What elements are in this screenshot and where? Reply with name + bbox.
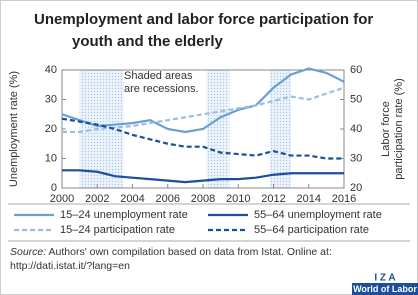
- logo-subtitle: World of Labor: [353, 284, 417, 294]
- x-tick-label: 2000: [50, 193, 74, 205]
- x-tick-label: 2006: [156, 193, 180, 205]
- x-tick-label: 2012: [261, 193, 285, 205]
- y2-tick-label: 40: [350, 123, 362, 135]
- y2-axis-label: Labor force: [380, 101, 392, 157]
- x-tick-label: 2010: [226, 193, 250, 205]
- annotation: are recessions.: [124, 83, 199, 95]
- x-tick-label: 2014: [297, 193, 321, 205]
- x-tick-label: 2016: [332, 193, 356, 205]
- source-text: Authors' own compilation based on data f…: [49, 246, 332, 258]
- source-text: http://dati.istat.it/?lang=en: [10, 260, 130, 272]
- source-label: Source:: [10, 246, 46, 258]
- x-tick-label: 2004: [120, 193, 144, 205]
- y2-tick-label: 20: [350, 182, 362, 194]
- recession-band: [206, 70, 230, 188]
- annotation: Shaded areas: [124, 70, 193, 82]
- recession-band: [79, 70, 124, 188]
- legend-label: 15–24 unemployment rate: [60, 209, 188, 221]
- y-tick-label: 0: [51, 182, 57, 194]
- y-axis-label: Unemployment rate (%): [8, 71, 20, 187]
- y2-tick-label: 30: [350, 152, 362, 164]
- y-tick-label: 40: [45, 64, 57, 76]
- x-tick-label: 2008: [191, 193, 215, 205]
- series-line: [62, 169, 344, 184]
- chart-title: youth and the elderly: [72, 33, 224, 50]
- y2-axis-label: participation rate (%): [393, 78, 405, 180]
- y2-tick-label: 50: [350, 93, 362, 105]
- series-line: [61, 117, 344, 160]
- logo-name: I Z A: [374, 273, 395, 284]
- chart-title: Unemployment and labor force participati…: [34, 11, 373, 28]
- legend-label: 15–24 participation rate: [60, 224, 175, 236]
- y2-tick-label: 60: [350, 64, 362, 76]
- series-line: [61, 67, 345, 134]
- x-tick-label: 2002: [85, 193, 109, 205]
- source: Source: Authors' own compilation based o…: [10, 246, 332, 258]
- y-tick-label: 30: [45, 93, 57, 105]
- logo-bar: [352, 283, 418, 295]
- legend-label: 55–64 unemployment rate: [254, 209, 382, 221]
- legend-label: 55–64 participation rate: [254, 224, 369, 236]
- y-tick-label: 10: [45, 152, 57, 164]
- y-tick-label: 20: [45, 123, 57, 135]
